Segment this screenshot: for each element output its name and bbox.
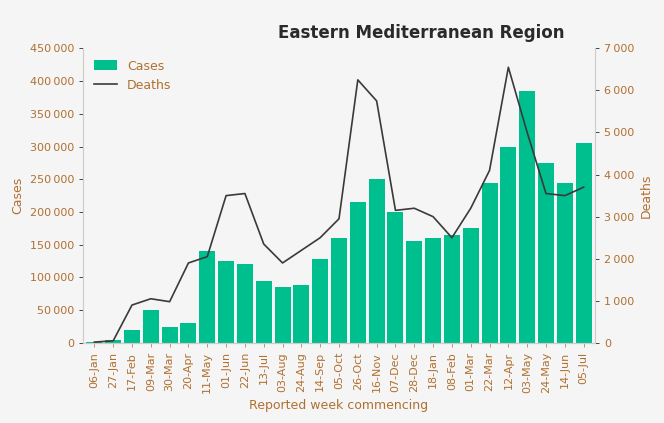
Deaths: [165, 299, 173, 304]
Bar: [406, 242, 422, 343]
Deaths: [335, 216, 343, 221]
Bar: [331, 238, 347, 343]
Bar: [557, 183, 573, 343]
Bar: [105, 340, 121, 343]
Deaths: [279, 261, 287, 266]
Deaths: [203, 254, 211, 259]
Legend: Cases, Deaths: Cases, Deaths: [90, 55, 176, 97]
Bar: [350, 202, 366, 343]
Deaths: [467, 206, 475, 211]
Bar: [161, 327, 178, 343]
Deaths: [241, 191, 249, 196]
Deaths: [128, 302, 136, 308]
Deaths: [523, 130, 531, 135]
Bar: [143, 310, 159, 343]
Deaths: [505, 65, 513, 70]
Bar: [199, 251, 215, 343]
Deaths: [147, 296, 155, 301]
Bar: [237, 264, 253, 343]
Bar: [86, 342, 102, 343]
Bar: [425, 238, 441, 343]
Deaths: [485, 168, 493, 173]
Bar: [538, 163, 554, 343]
Deaths: [561, 193, 569, 198]
Bar: [444, 235, 460, 343]
X-axis label: Reported week commencing: Reported week commencing: [250, 399, 428, 412]
Bar: [312, 259, 328, 343]
Bar: [256, 281, 272, 343]
Deaths: [429, 214, 437, 219]
Bar: [463, 228, 479, 343]
Y-axis label: Deaths: Deaths: [640, 173, 653, 218]
Deaths: [580, 185, 588, 190]
Deaths: [392, 208, 400, 213]
Deaths: [373, 99, 380, 104]
Bar: [124, 330, 140, 343]
Bar: [293, 286, 309, 343]
Deaths: [316, 235, 324, 240]
Bar: [181, 323, 197, 343]
Bar: [218, 261, 234, 343]
Deaths: [448, 235, 456, 240]
Deaths: [260, 242, 268, 247]
Bar: [274, 287, 291, 343]
Bar: [501, 146, 517, 343]
Deaths: [354, 77, 362, 82]
Bar: [519, 91, 535, 343]
Line: Deaths: Deaths: [94, 67, 584, 342]
Deaths: [109, 338, 117, 343]
Deaths: [185, 261, 193, 266]
Bar: [576, 143, 592, 343]
Text: Eastern Mediterranean Region: Eastern Mediterranean Region: [278, 25, 564, 42]
Deaths: [90, 340, 98, 345]
Bar: [481, 183, 497, 343]
Deaths: [222, 193, 230, 198]
Deaths: [542, 191, 550, 196]
Deaths: [410, 206, 418, 211]
Bar: [369, 179, 384, 343]
Y-axis label: Cases: Cases: [11, 177, 24, 214]
Deaths: [297, 248, 305, 253]
Bar: [388, 212, 404, 343]
